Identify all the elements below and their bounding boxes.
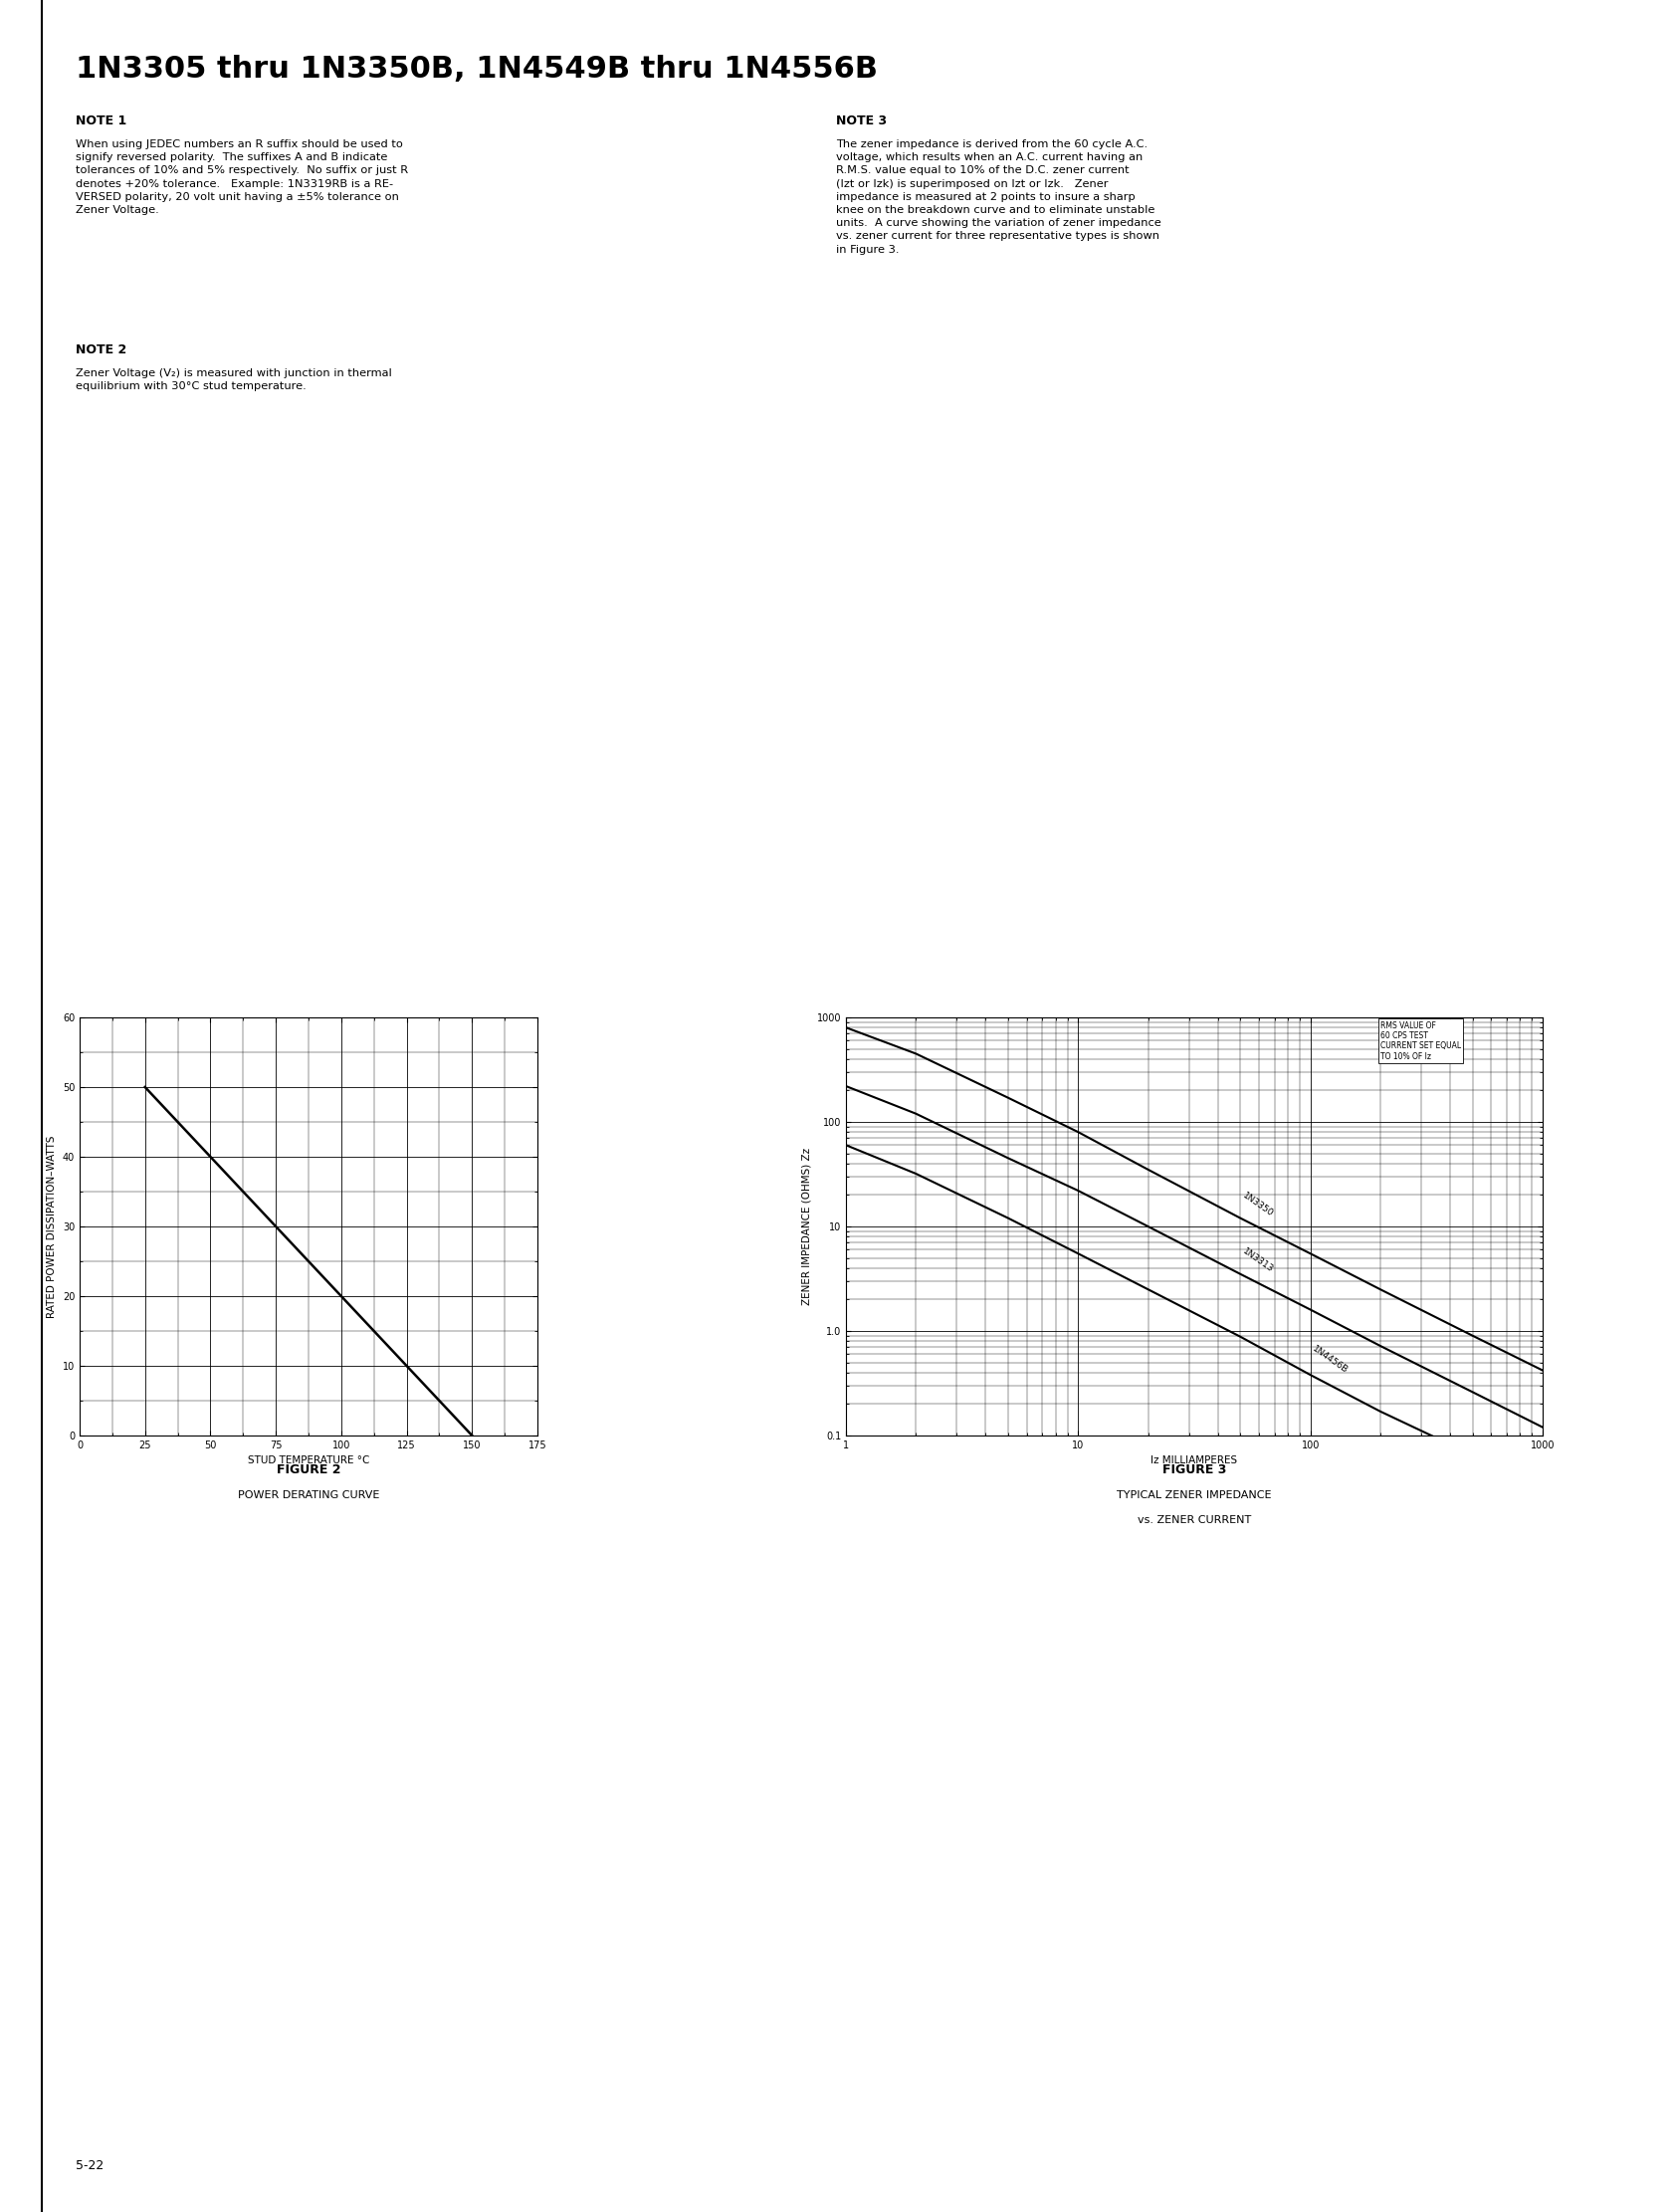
Text: 1N3313: 1N3313 — [1239, 1248, 1274, 1274]
Text: 1N3305 thru 1N3350B, 1N4549B thru 1N4556B: 1N3305 thru 1N3350B, 1N4549B thru 1N4556… — [75, 55, 876, 84]
Text: POWER DERATING CURVE: POWER DERATING CURVE — [237, 1491, 380, 1500]
Text: NOTE 2: NOTE 2 — [75, 343, 125, 356]
Text: The zener impedance is derived from the 60 cycle A.C.
voltage, which results whe: The zener impedance is derived from the … — [836, 139, 1160, 254]
Text: FIGURE 2: FIGURE 2 — [276, 1464, 341, 1475]
Text: 5-22: 5-22 — [75, 2159, 104, 2172]
Text: NOTE 1: NOTE 1 — [75, 115, 125, 128]
Y-axis label: ZENER IMPEDANCE (OHMS) Zz: ZENER IMPEDANCE (OHMS) Zz — [801, 1148, 811, 1305]
Text: FIGURE 3: FIGURE 3 — [1162, 1464, 1226, 1475]
X-axis label: STUD TEMPERATURE °C: STUD TEMPERATURE °C — [247, 1455, 370, 1467]
Text: When using JEDEC numbers an R suffix should be used to
signify reversed polarity: When using JEDEC numbers an R suffix sho… — [75, 139, 408, 215]
Text: RMS VALUE OF
60 CPS TEST
CURRENT SET EQUAL
TO 10% OF Iz: RMS VALUE OF 60 CPS TEST CURRENT SET EQU… — [1379, 1022, 1460, 1062]
Text: TYPICAL ZENER IMPEDANCE: TYPICAL ZENER IMPEDANCE — [1117, 1491, 1271, 1500]
Text: NOTE 3: NOTE 3 — [836, 115, 886, 128]
Text: vs. ZENER CURRENT: vs. ZENER CURRENT — [1137, 1515, 1251, 1524]
X-axis label: Iz MILLIAMPERES: Iz MILLIAMPERES — [1150, 1455, 1237, 1467]
Y-axis label: RATED POWER DISSIPATION–WATTS: RATED POWER DISSIPATION–WATTS — [47, 1135, 57, 1318]
Text: 1N4456B: 1N4456B — [1309, 1345, 1348, 1376]
Text: 1N3350: 1N3350 — [1239, 1190, 1274, 1219]
Text: Zener Voltage (V₂) is measured with junction in thermal
equilibrium with 30°C st: Zener Voltage (V₂) is measured with junc… — [75, 369, 391, 392]
